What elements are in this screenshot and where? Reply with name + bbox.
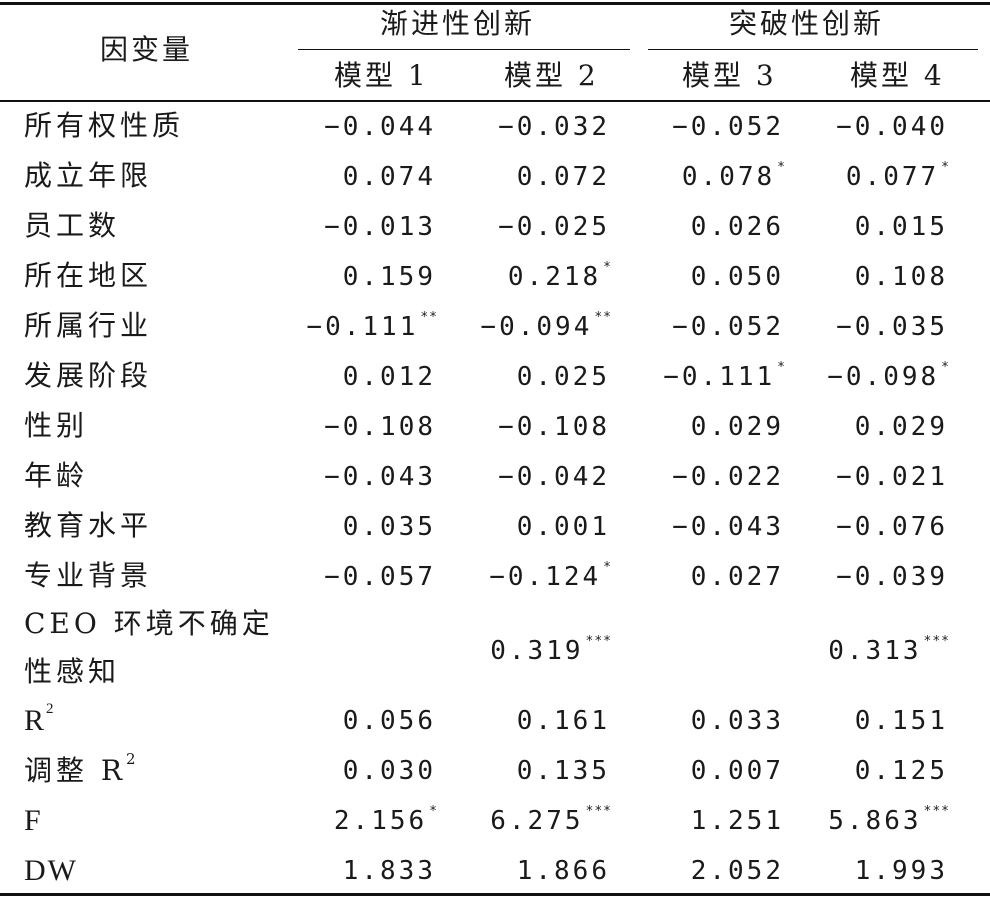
row-model1-value: −0.044 xyxy=(324,112,436,142)
row-model1-value: −0.043 xyxy=(324,462,436,492)
row-model4-value: 0.029 xyxy=(854,412,948,442)
row-model1-value: −0.111 ** xyxy=(306,310,438,342)
row-model4-value: −0.035 xyxy=(836,312,948,342)
row-label: 成立年限 xyxy=(24,159,153,192)
group1-underline xyxy=(298,49,630,50)
ceo-label-line1: CEO 环境不确定 xyxy=(24,607,274,640)
row-model3-value: 0.027 xyxy=(690,562,784,592)
r2-m4: 0.151 xyxy=(854,706,948,736)
row-model2-value: −0.124 * xyxy=(489,560,612,592)
row-model2-value: −0.032 xyxy=(498,112,610,142)
dw-m4: 1.993 xyxy=(854,856,948,886)
row-model3-value: 0.026 xyxy=(690,212,784,242)
row-model3-value: −0.111 * xyxy=(663,360,786,392)
row-label: 所在地区 xyxy=(24,259,153,292)
row-model3-value: −0.052 xyxy=(672,112,784,142)
f-m1: 2.156 * xyxy=(333,804,438,836)
row-label: 专业背景 xyxy=(24,559,153,592)
row-model4-value: −0.076 xyxy=(836,512,948,542)
ceo-model2-value: 0.319 *** xyxy=(490,634,612,666)
dw-m2: 1.866 xyxy=(516,856,610,886)
adj-r2-m4: 0.125 xyxy=(854,756,948,786)
row-model1-value: −0.013 xyxy=(324,212,436,242)
adj-r2-label: 调整 R2 xyxy=(24,749,140,787)
row-model2-value: 0.001 xyxy=(516,512,610,542)
row-model2-value: 0.025 xyxy=(516,362,610,392)
row-model1-value: −0.057 xyxy=(324,562,436,592)
row-label: 教育水平 xyxy=(24,509,153,542)
row-model2-value: −0.025 xyxy=(498,212,610,242)
r2-m1: 0.056 xyxy=(342,706,436,736)
row-label: 员工数 xyxy=(24,209,121,242)
group-header-radical: 突破性创新 xyxy=(729,7,885,40)
dw-m1: 1.833 xyxy=(342,856,436,886)
f-m4: 5.863 *** xyxy=(828,804,950,836)
row-model4-value: 0.077 * xyxy=(845,160,950,192)
row-model4-value: −0.039 xyxy=(836,562,948,592)
row-label: 所有权性质 xyxy=(24,109,185,142)
ceo-label-line2: 性感知 xyxy=(24,655,121,688)
r2-m3: 0.033 xyxy=(690,706,784,736)
top-rule xyxy=(0,2,990,5)
model-header-4: 模型 4 xyxy=(850,59,945,92)
row-model3-value: 0.078 * xyxy=(681,160,786,192)
row-model1-value: 0.159 xyxy=(342,262,436,292)
row-model2-value: 0.218 * xyxy=(507,260,612,292)
model-header-3: 模型 3 xyxy=(682,59,777,92)
header-rule xyxy=(0,100,990,102)
dw-label: DW xyxy=(24,854,78,887)
r2-label: R2 xyxy=(24,701,56,737)
model-header-1: 模型 1 xyxy=(334,59,429,92)
row-model2-value: −0.108 xyxy=(498,412,610,442)
row-model2-value: 0.072 xyxy=(516,162,610,192)
f-m2: 6.275 *** xyxy=(490,804,612,836)
row-model1-value: 0.074 xyxy=(342,162,436,192)
bottom-rule xyxy=(0,893,990,896)
row-label: 性别 xyxy=(24,409,89,442)
row-model4-value: −0.040 xyxy=(836,112,948,142)
row-model3-value: 0.050 xyxy=(690,262,784,292)
row-model2-value: −0.094 ** xyxy=(480,310,612,342)
adj-r2-m3: 0.007 xyxy=(690,756,784,786)
row-model2-value: −0.042 xyxy=(498,462,610,492)
row-model3-value: −0.022 xyxy=(672,462,784,492)
row-model3-value: −0.052 xyxy=(672,312,784,342)
row-model1-value: 0.035 xyxy=(342,512,436,542)
model-header-2: 模型 2 xyxy=(504,59,599,92)
adj-r2-m1: 0.030 xyxy=(342,756,436,786)
r2-m2: 0.161 xyxy=(516,706,610,736)
row-model1-value: 0.012 xyxy=(342,362,436,392)
row-label: 发展阶段 xyxy=(24,359,153,392)
row-model3-value: −0.043 xyxy=(672,512,784,542)
ceo-model4-value: 0.313 *** xyxy=(828,634,950,666)
row-label: 所属行业 xyxy=(24,309,153,342)
row-model4-value: 0.015 xyxy=(854,212,948,242)
row-model4-value: −0.021 xyxy=(836,462,948,492)
row-model4-value: 0.108 xyxy=(854,262,948,292)
group2-underline xyxy=(648,49,978,50)
dependent-var-header: 因变量 xyxy=(100,33,194,66)
f-label: F xyxy=(24,804,43,837)
row-model1-value: −0.108 xyxy=(324,412,436,442)
row-label: 年龄 xyxy=(24,459,89,492)
group-header-incremental: 渐进性创新 xyxy=(380,7,536,40)
adj-r2-m2: 0.135 xyxy=(516,756,610,786)
row-model4-value: −0.098 * xyxy=(827,360,950,392)
row-model3-value: 0.029 xyxy=(690,412,784,442)
f-m3: 1.251 xyxy=(690,806,784,836)
dw-m3: 2.052 xyxy=(690,856,784,886)
